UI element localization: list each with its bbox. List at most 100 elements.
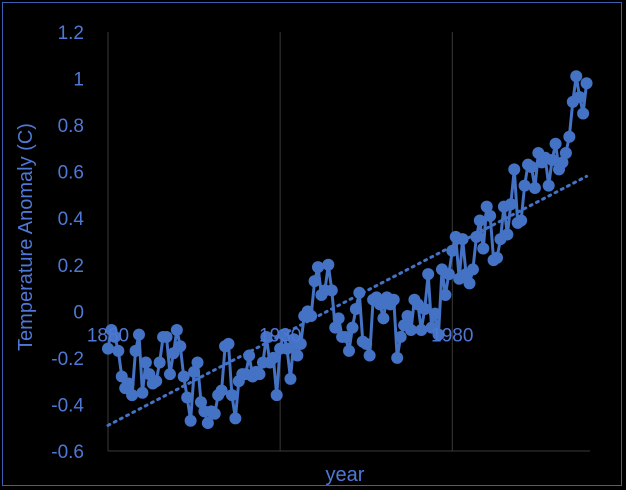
data-point [153, 356, 166, 369]
data-point [150, 375, 163, 388]
data-point [108, 330, 121, 343]
trendline-line [106, 174, 589, 427]
data-point [456, 233, 469, 246]
data-point [188, 365, 201, 378]
data-point [404, 323, 417, 336]
data-point [442, 268, 455, 281]
data-point [501, 228, 514, 241]
data-point [573, 91, 586, 104]
data-point [477, 242, 490, 255]
data-point [484, 209, 497, 222]
data-point [504, 198, 517, 211]
data-point [215, 384, 228, 397]
data-point [415, 323, 428, 336]
y-tick-label: -0.6 [51, 442, 84, 463]
data-point [191, 356, 204, 369]
data-point [556, 156, 569, 169]
y-tick-label: 0.8 [58, 116, 84, 137]
data-point [563, 130, 576, 143]
data-point [139, 356, 152, 369]
data-point [112, 344, 125, 357]
data-point [305, 309, 318, 322]
data-point [580, 77, 593, 90]
data-point [332, 312, 345, 325]
data-point [281, 342, 294, 355]
data-point [136, 386, 149, 399]
data-point [446, 244, 459, 257]
x-tick-label: 1930 [259, 326, 301, 347]
data-point [270, 389, 283, 402]
data-point [222, 337, 235, 350]
vertical-gridlines [107, 32, 590, 452]
data-point [194, 396, 207, 409]
data-point [184, 414, 197, 427]
data-point [528, 181, 541, 194]
data-point [391, 351, 404, 364]
data-point [559, 147, 572, 160]
data-point [577, 107, 590, 120]
data-point [260, 330, 273, 343]
data-point [432, 328, 445, 341]
data-point [267, 351, 280, 364]
data-point [570, 70, 583, 83]
y-tick-label: -0.2 [51, 349, 84, 370]
chart-frame [2, 2, 622, 486]
data-point [518, 179, 531, 192]
data-point [174, 340, 187, 353]
data-point [163, 368, 176, 381]
data-point [525, 161, 538, 174]
trendline [106, 174, 589, 427]
y-tick-label: 0.2 [58, 256, 84, 277]
data-point [439, 289, 452, 302]
data-point [339, 330, 352, 343]
data-point [329, 321, 342, 334]
data-point [322, 258, 335, 271]
data-point [542, 179, 555, 192]
data-point [229, 412, 242, 425]
data-point [291, 349, 304, 362]
data-point [312, 261, 325, 274]
data-point [253, 368, 266, 381]
data-point [208, 407, 221, 420]
data-point [201, 417, 214, 430]
y-tick-label: -0.4 [51, 395, 84, 416]
y-tick-label: 0.6 [58, 163, 84, 184]
y-tick-label: 0 [73, 302, 84, 323]
y-tick-label: 1.2 [58, 23, 84, 44]
data-point [277, 328, 290, 341]
data-point [349, 303, 362, 316]
data-point [284, 372, 297, 385]
data-point [463, 277, 476, 290]
data-point [129, 344, 142, 357]
data-point [360, 337, 373, 350]
x-tick-label: 1880 [87, 326, 129, 347]
y-tick-label: 0.4 [58, 209, 85, 230]
data-point [225, 389, 238, 402]
data-point [363, 349, 376, 362]
data-point [132, 328, 145, 341]
data-point [401, 309, 414, 322]
data-point [422, 268, 435, 281]
data-point [126, 389, 139, 402]
data-series [102, 70, 593, 430]
data-point [549, 137, 562, 150]
data-point [473, 214, 486, 227]
x-tick-labels: 1880 1930 1980 [87, 326, 474, 347]
data-point [377, 312, 390, 325]
data-point [294, 337, 307, 350]
data-point [243, 349, 256, 362]
data-point [346, 321, 359, 334]
data-point [546, 154, 559, 167]
data-point [470, 230, 483, 243]
y-axis-title: Temperature Anomaly (C) [15, 123, 37, 351]
data-point [160, 330, 173, 343]
data-point [308, 275, 321, 288]
x-tick-label: 1980 [431, 326, 473, 347]
data-point [102, 342, 114, 355]
data-point [394, 330, 407, 343]
data-point [387, 293, 400, 306]
x-axis-title: year [326, 464, 365, 486]
data-point [181, 391, 194, 404]
data-point [177, 370, 190, 383]
